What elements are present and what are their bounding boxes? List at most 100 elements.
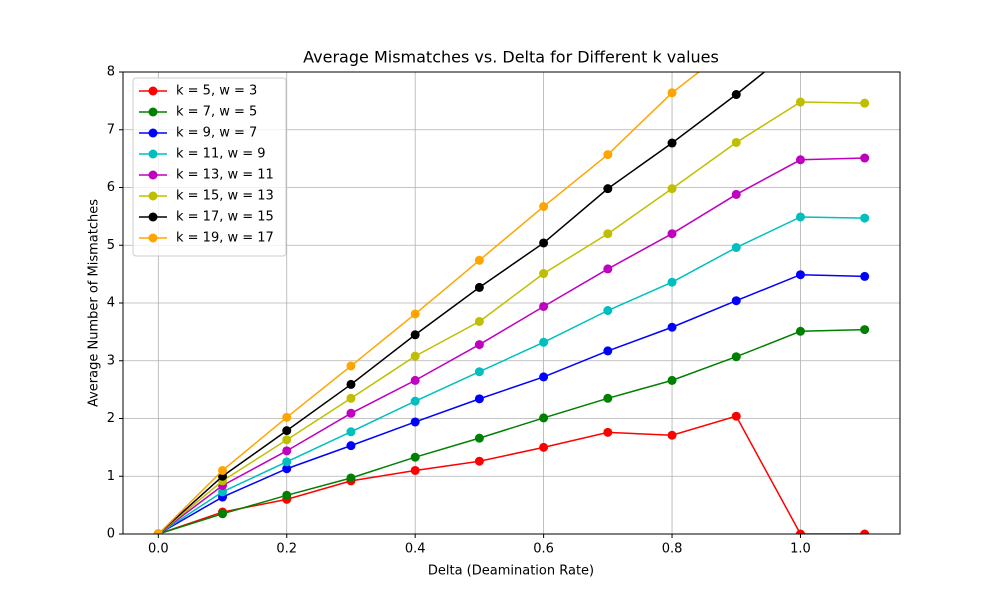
data-point	[410, 465, 420, 475]
x-tick-label: 1.0	[790, 542, 811, 557]
data-point	[282, 457, 292, 467]
data-point	[539, 269, 549, 279]
data-point	[474, 394, 484, 404]
data-point	[282, 446, 292, 456]
data-point	[731, 90, 741, 100]
series-line	[157, 157, 865, 534]
data-point	[474, 367, 484, 377]
legend-box	[132, 77, 287, 257]
data-point	[795, 326, 805, 336]
data-point	[539, 413, 549, 423]
y-tick-label: 0	[107, 527, 115, 542]
data-point	[603, 229, 613, 239]
data-point	[410, 396, 420, 406]
data-point	[539, 372, 549, 382]
data-point	[667, 229, 677, 239]
legend-label: k = 9, w = 7	[176, 126, 257, 141]
data-point	[731, 137, 741, 147]
data-point	[218, 465, 228, 475]
data-point	[410, 452, 420, 462]
data-point	[346, 393, 356, 403]
legend-label: k = 11, w = 9	[176, 147, 266, 162]
series-line	[157, 216, 865, 534]
series-line	[157, 72, 766, 534]
y-tick-label: 2	[107, 411, 115, 426]
data-point	[282, 435, 292, 445]
data-point	[474, 340, 484, 350]
data-point	[667, 88, 677, 98]
plot-area	[153, 72, 870, 534]
legend-label: k = 19, w = 17	[176, 231, 274, 246]
legend-marker	[148, 170, 158, 180]
data-point	[795, 155, 805, 165]
data-point	[603, 184, 613, 194]
y-axis-label: Average Number of Mismatches	[87, 199, 102, 407]
data-point	[410, 417, 420, 427]
series-line	[157, 72, 701, 534]
legend-label: k = 5, w = 3	[176, 84, 257, 99]
data-point	[539, 337, 549, 347]
y-tick-label: 5	[107, 238, 115, 253]
series-line	[158, 415, 865, 534]
y-tick-label: 3	[107, 353, 115, 368]
data-point	[282, 412, 292, 422]
data-point	[153, 529, 163, 534]
data-point	[539, 301, 549, 311]
legend-marker	[148, 233, 158, 243]
legend: k = 5, w = 3 k = 7, w = 5 k = 9, w = 7 k = …	[132, 77, 287, 257]
x-tick-label: 0.8	[662, 542, 683, 557]
data-point	[282, 464, 292, 474]
data-point	[860, 529, 870, 534]
data-point	[860, 213, 870, 223]
y-tick-label: 1	[107, 469, 115, 484]
legend-marker	[148, 149, 158, 159]
data-point	[474, 282, 484, 292]
data-point	[410, 309, 420, 319]
data-point	[603, 150, 613, 160]
data-point	[539, 442, 549, 452]
legend-label: k = 17, w = 15	[176, 210, 274, 225]
legend-label: k = 15, w = 13	[176, 189, 274, 204]
data-point	[410, 375, 420, 385]
data-point	[474, 433, 484, 443]
y-tick-label: 4	[107, 296, 115, 311]
legend-marker	[148, 212, 158, 222]
x-tick-label: 0.4	[405, 542, 426, 557]
data-point	[539, 202, 549, 212]
data-point	[474, 456, 484, 466]
data-point	[731, 189, 741, 199]
data-point	[474, 255, 484, 265]
series-line	[157, 101, 865, 534]
data-point	[346, 427, 356, 437]
data-point	[346, 408, 356, 418]
data-point	[795, 97, 805, 107]
x-tick-label: 0.6	[533, 542, 554, 557]
x-axis-label: Delta (Deamination Rate)	[428, 564, 594, 579]
data-point	[667, 184, 677, 194]
chart-title: Average Mismatches vs. Delta for Differe…	[303, 48, 719, 67]
data-point	[667, 375, 677, 385]
legend-marker	[148, 128, 158, 138]
data-point	[603, 393, 613, 403]
data-point	[346, 379, 356, 389]
data-point	[603, 306, 613, 316]
data-point	[860, 325, 870, 335]
data-point	[860, 271, 870, 281]
data-point	[667, 277, 677, 287]
data-point	[410, 330, 420, 340]
data-point	[346, 473, 356, 483]
data-point	[795, 212, 805, 222]
data-point	[603, 427, 613, 437]
data-point	[282, 490, 292, 500]
data-point	[603, 346, 613, 356]
y-tick-label: 7	[107, 122, 115, 137]
x-tick-label: 0.2	[276, 542, 297, 557]
data-point	[667, 322, 677, 332]
data-point	[795, 529, 805, 534]
data-point	[860, 153, 870, 163]
data-point	[218, 487, 228, 497]
legend-marker	[148, 191, 158, 201]
data-point	[667, 430, 677, 440]
data-point	[731, 296, 741, 306]
